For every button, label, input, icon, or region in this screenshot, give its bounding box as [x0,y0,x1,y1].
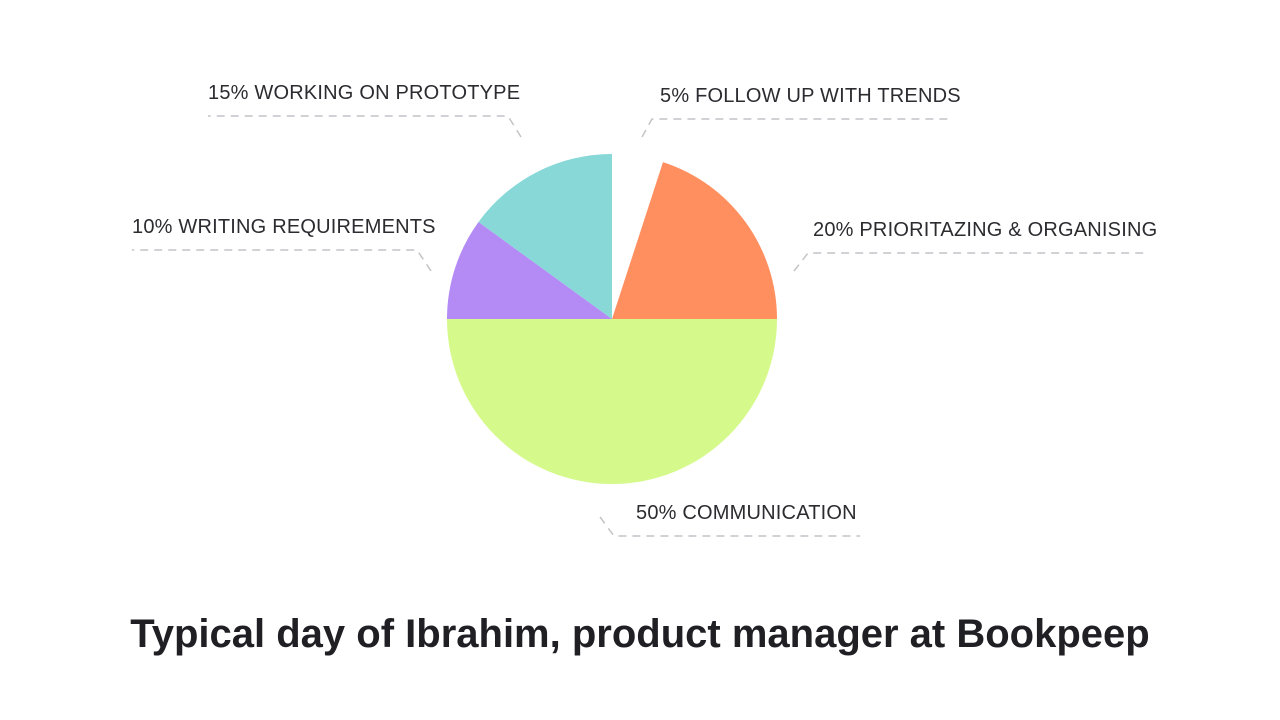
callout-leaders [132,115,1148,537]
leader-line-4 [208,115,522,138]
callout-label-writing-requirements: 10% WRITING REQUIREMENTS [132,216,436,238]
pie-slice-2 [447,319,777,484]
leader-line-2 [599,516,860,537]
leader-line-3 [132,249,432,272]
pie-slice-1 [612,162,777,319]
leader-line-0 [641,118,952,138]
callout-label-communication: 50% COMMUNICATION [636,502,857,524]
callout-label-follow-up-with-trends: 5% FOLLOW UP WITH TRENDS [660,85,961,107]
leader-line-1 [793,252,1148,272]
pie-slice-0 [612,154,663,319]
callout-label-prioritazing-organising: 20% PRIORITAZING & ORGANISING [813,219,1158,241]
callout-label-working-on-prototype: 15% WORKING ON PROTOTYPE [208,82,521,104]
pie-slice-4 [478,154,612,319]
pie-slice-3 [447,222,612,319]
pie-slices [447,154,777,484]
chart-title: Typical day of Ibrahim, product manager … [130,612,1150,656]
